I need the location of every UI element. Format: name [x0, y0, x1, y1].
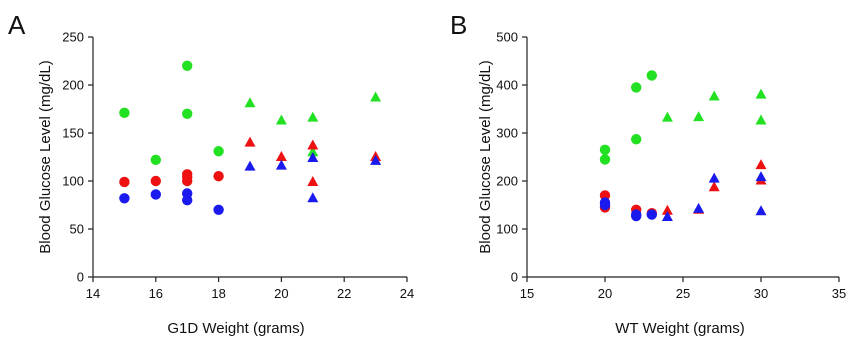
panel-b-triangle-marker — [693, 111, 705, 122]
panel-a-triangle-marker — [307, 192, 319, 203]
panel-b-circle-marker — [599, 144, 611, 155]
panel-a-triangle-marker — [275, 114, 287, 125]
panel-a-x-tick-label: 18 — [211, 286, 225, 301]
panel-b-triangle-marker — [755, 205, 767, 216]
panel-a-triangle-marker — [244, 136, 256, 147]
panel-a-circle-marker — [182, 175, 193, 187]
panel-b-letter: B — [450, 10, 467, 40]
panel-a-ticks: 14 16 18 20 22 24 0 50 100 150 200 250 — [62, 30, 414, 302]
panel-b-y-tick-label: 0 — [511, 270, 518, 285]
panel-a-circle-marker — [182, 195, 193, 206]
panel-b-ticks: 15 20 25 30 35 0 100 200 300 400 500 — [496, 30, 846, 302]
panel-a-triangle-marker — [307, 139, 319, 150]
panel-b-circle-marker — [599, 190, 611, 201]
panel-a-y-tick-label: 150 — [62, 126, 84, 141]
panel-b-circle-marker — [646, 209, 657, 220]
panel-a-triangle-marker — [307, 146, 319, 157]
panel-a: A G1D Weight (grams) Blood Glucose Level… — [8, 10, 414, 337]
panel-a-y-tick-label: 100 — [62, 174, 84, 189]
panel-b-circle-marker — [646, 70, 657, 81]
panel-a-circle-marker — [150, 189, 161, 200]
panel-b-y-tick-label: 500 — [496, 30, 518, 45]
panel-b-x-tick-label: 30 — [754, 286, 768, 301]
panel-a-triangle-marker — [307, 111, 319, 122]
panel-b-y-tick-label: 200 — [496, 174, 518, 189]
panel-a-circle-marker — [150, 175, 161, 187]
panel-b-circle-marker — [631, 210, 642, 222]
panel-b-triangle-marker — [708, 172, 720, 183]
panel-a-x-tick-label: 22 — [337, 286, 351, 301]
panel-a-y-tick-label: 200 — [62, 78, 84, 93]
panel-b-triangle-marker — [755, 159, 767, 170]
panel-a-letter: A — [8, 10, 26, 40]
panel-b-triangle-marker — [661, 111, 673, 122]
panel-a-triangle-marker — [275, 159, 287, 170]
panel-a-circle-marker — [182, 108, 193, 120]
panel-b-triangle-marker — [661, 204, 673, 215]
panel-b: B WT Weight (grams) Blood Glucose Level … — [450, 10, 846, 337]
panel-a-x-axis-label: G1D Weight (grams) — [167, 320, 304, 337]
panel-b-x-tick-label: 20 — [598, 286, 612, 301]
panel-b-markers — [599, 70, 767, 222]
panel-b-circle-marker — [599, 154, 611, 165]
panel-b-y-tick-label: 300 — [496, 126, 518, 141]
panel-b-circle-marker — [599, 199, 611, 211]
panel-b-y-axis-label: Blood Glucose Level (mg/dL) — [477, 60, 494, 253]
panel-b-triangle-marker — [755, 171, 767, 182]
panel-a-circle-marker — [213, 204, 224, 215]
panel-b-triangle-marker — [708, 181, 720, 192]
panel-a-y-tick-label: 0 — [77, 270, 84, 285]
panel-a-circle-marker — [119, 107, 130, 119]
panel-a-x-tick-label: 24 — [400, 286, 414, 301]
panel-a-x-tick-label: 16 — [149, 286, 163, 301]
panel-b-triangle-marker — [755, 88, 767, 99]
panel-a-triangle-marker — [370, 91, 382, 102]
panel-a-y-axis-label: Blood Glucose Level (mg/dL) — [37, 60, 54, 253]
panel-b-y-tick-label: 100 — [496, 222, 518, 237]
panel-a-circle-marker — [213, 146, 224, 157]
panel-b-triangle-marker — [693, 202, 705, 213]
panel-a-triangle-marker — [244, 97, 256, 108]
panel-a-triangle-marker — [370, 154, 382, 165]
panel-b-x-axis-label: WT Weight (grams) — [615, 320, 744, 337]
panel-a-x-tick-label: 20 — [274, 286, 288, 301]
panel-a-circle-marker — [213, 171, 224, 182]
panel-b-y-tick-label: 400 — [496, 78, 518, 93]
panel-a-markers — [119, 60, 382, 215]
panel-a-circle-marker — [119, 176, 130, 188]
panel-a-circle-marker — [182, 60, 193, 71]
panel-b-triangle-marker — [708, 90, 720, 101]
panel-b-triangle-marker — [661, 211, 673, 221]
panel-b-circle-marker — [631, 82, 642, 93]
panel-a-y-tick-label: 250 — [62, 30, 84, 45]
panel-a-circle-marker — [119, 193, 130, 204]
panel-b-x-tick-label: 15 — [520, 286, 534, 301]
panel-a-triangle-marker — [307, 175, 319, 186]
panel-b-triangle-marker — [755, 114, 767, 125]
panel-a-y-tick-label: 50 — [70, 222, 84, 237]
panel-a-triangle-marker — [275, 151, 287, 161]
panel-b-x-tick-label: 25 — [676, 286, 690, 301]
panel-b-x-tick-label: 35 — [832, 286, 846, 301]
panel-a-triangle-marker — [307, 151, 319, 162]
panel-b-circle-marker — [631, 134, 642, 145]
panel-a-circle-marker — [150, 154, 161, 166]
panel-a-x-tick-label: 14 — [86, 286, 100, 301]
panel-a-triangle-marker — [244, 160, 256, 171]
